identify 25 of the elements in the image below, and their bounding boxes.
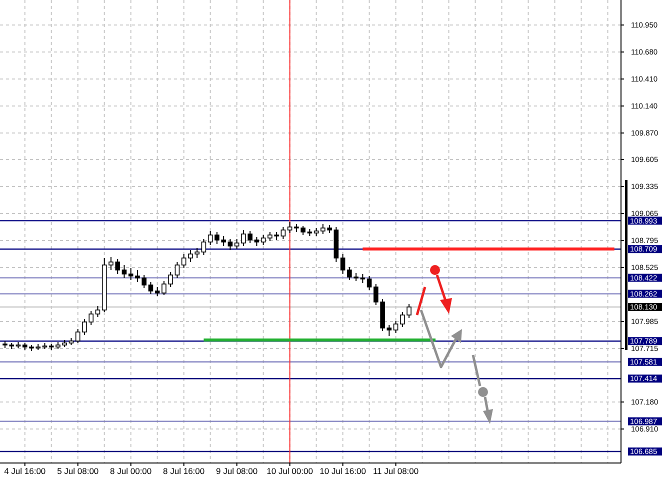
candlestick (234, 238, 240, 250)
candlestick (340, 254, 346, 274)
x-tick-label: 11 Jul 08:00 (372, 466, 419, 476)
candlestick (287, 222, 292, 234)
x-tick-label: 9 Jul 08:00 (216, 466, 258, 476)
candlestick (228, 238, 233, 250)
candlestick (208, 230, 213, 246)
candlestick (122, 264, 127, 278)
x-tick-label: 8 Jul 16:00 (163, 466, 205, 476)
candlestick (181, 254, 186, 268)
candlestick (280, 226, 286, 240)
candlestick (174, 262, 180, 278)
x-tick-label: 10 Jul 00:00 (266, 466, 314, 476)
x-tick-label: 5 Jul 08:00 (57, 466, 99, 476)
candlestick (386, 324, 392, 336)
candlestick (366, 276, 372, 290)
candlestick (201, 238, 206, 256)
x-tick-label: 8 Jul 00:00 (110, 466, 152, 476)
x-tick-label: 10 Jul 16:00 (320, 466, 366, 476)
candlestick (260, 234, 266, 246)
candlestick (148, 282, 154, 294)
candlestick (128, 268, 134, 280)
candlestick (393, 320, 398, 334)
candlestick (95, 306, 100, 318)
x-tick-label: 4 Jul 16:00 (4, 466, 46, 476)
